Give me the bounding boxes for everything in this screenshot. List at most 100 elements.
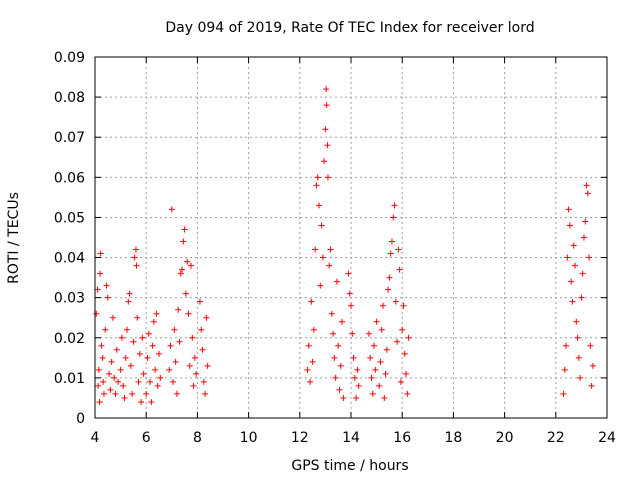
data-point [355,382,362,389]
data-point [560,390,567,397]
data-point [353,394,360,401]
data-point [351,374,358,381]
data-point [564,254,571,261]
y-tick-label: 0.05 [54,210,85,226]
data-point [572,262,578,269]
data-point [190,382,197,389]
data-point [371,342,378,349]
data-point [577,374,584,381]
data-point [309,358,316,365]
data-point [399,326,406,333]
data-point [179,266,186,273]
data-point [152,366,159,373]
data-point [184,258,191,265]
x-tick-label: 18 [444,430,462,446]
data-point [377,358,384,365]
data-point [588,382,595,389]
data-point [317,282,324,289]
data-point [127,362,134,369]
data-point [392,298,399,305]
data-point [200,378,207,385]
x-tick-label: 16 [393,430,411,446]
data-point [307,378,314,385]
data-point [129,390,136,397]
data-point [346,290,353,297]
data-point [333,278,340,285]
data-point [100,378,107,385]
data-point [350,354,357,361]
data-point [570,242,577,249]
data-point [566,222,573,229]
data-point [349,330,356,337]
data-point [323,102,330,109]
data-point [396,266,403,273]
data-point [147,378,154,385]
data-point [323,86,330,93]
data-point [198,326,205,333]
data-point [308,298,315,305]
y-tick-label: 0.08 [54,90,85,106]
data-point [186,362,193,369]
data-point [97,250,104,257]
data-point [188,262,194,269]
data-point [335,342,342,349]
y-tick-label: 0.09 [54,50,85,66]
data-point [340,394,347,401]
data-point [125,298,132,305]
y-tick-label: 0.03 [54,291,85,307]
data-point [574,334,581,341]
x-tick-label: 6 [142,430,151,446]
x-tick-label: 22 [547,430,565,446]
data-point [403,370,410,377]
data-point [326,262,333,269]
data-point [130,338,137,345]
data-point [373,318,380,325]
y-tick-labels: 0 0.01 0.02 0.03 0.04 0.05 0.06 0.07 0.08 0.09 [54,50,85,427]
x-axis-label: GPS time / hours [291,458,408,474]
data-point [383,346,390,353]
data-point [171,326,178,333]
data-point [154,382,161,389]
x-tick-label: 20 [496,430,514,446]
data-point [175,306,182,313]
data-point [367,354,374,361]
data-point [331,354,338,361]
data-point [168,206,175,213]
data-point [345,270,352,277]
data-point [182,290,189,297]
data-point [573,318,580,325]
data-point [305,342,312,349]
data-point [170,378,177,385]
data-point [395,246,402,253]
y-axis-label: ROTI / TECUs [6,192,22,284]
data-point [100,390,107,397]
data-point [143,390,150,397]
data-point [189,334,196,341]
grid [95,57,607,418]
data-point [372,366,379,373]
data-point [185,310,192,317]
data-point [387,250,394,257]
data-point [568,278,575,285]
data-point [153,310,160,317]
data-point [144,354,151,361]
data-point [575,354,582,361]
data-point [102,326,109,333]
data-point [332,374,339,381]
chart-title: Day 094 of 2019, Rate Of TEC Index for r… [165,20,534,36]
y-tick-label: 0.02 [54,331,85,347]
data-point [136,350,143,357]
data-point [94,286,101,293]
data-point [386,274,393,281]
data-point [310,326,317,333]
data-point [324,174,331,181]
data-point [339,318,346,325]
data-point [115,378,122,385]
data-point [109,314,116,321]
data-point [103,282,110,289]
data-point [561,366,568,373]
data-point [204,362,211,369]
y-tick-label: 0.04 [54,251,85,267]
y-tick-label: 0.06 [54,170,85,186]
data-point [405,334,412,341]
